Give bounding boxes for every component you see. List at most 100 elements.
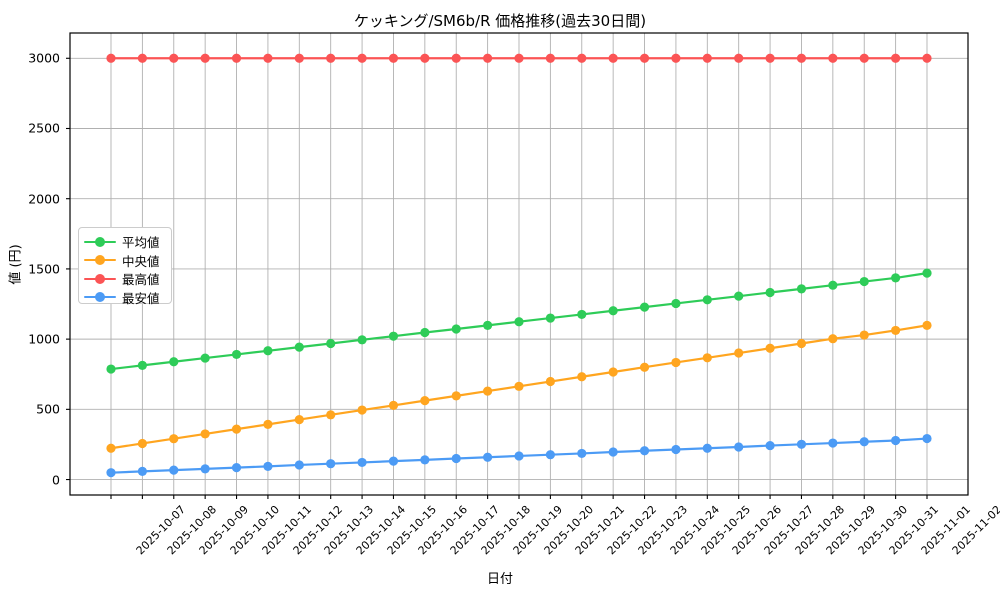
- data-point: [263, 53, 273, 63]
- y-axis-tick-label: 1500: [28, 261, 60, 277]
- data-point: [388, 400, 399, 411]
- series-最安値: [106, 433, 932, 478]
- data-point: [420, 327, 430, 338]
- legend-label: 最高値: [122, 272, 160, 287]
- legend-swatch-icon: [84, 236, 116, 248]
- data-point: [106, 53, 116, 63]
- data-point: [106, 443, 116, 453]
- data-point: [137, 360, 147, 370]
- legend-entry-最高値[interactable]: 最高値: [84, 269, 160, 288]
- data-point: [765, 440, 775, 451]
- data-point: [483, 386, 493, 396]
- data-point: [420, 396, 430, 406]
- data-point: [137, 466, 147, 477]
- data-point: [702, 353, 712, 363]
- data-point: [765, 53, 775, 63]
- data-point: [106, 364, 116, 374]
- data-point: [639, 362, 650, 372]
- data-point: [451, 391, 461, 401]
- data-point: [263, 461, 273, 471]
- data-point: [671, 53, 681, 63]
- data-point: [828, 280, 838, 290]
- data-point: [577, 53, 587, 63]
- y-axis-tick-label: 500: [36, 401, 60, 417]
- legend-marker-dot-icon: [95, 273, 105, 284]
- data-point: [231, 463, 242, 473]
- series-中央値: [106, 320, 932, 453]
- data-point: [200, 53, 210, 63]
- data-point: [796, 338, 807, 349]
- data-point: [765, 343, 775, 353]
- y-axis-tick-label: 0: [52, 472, 60, 488]
- data-point: [388, 456, 399, 466]
- legend-marker-dot-icon: [95, 255, 105, 265]
- data-point: [828, 334, 838, 344]
- data-point: [545, 53, 555, 63]
- data-point: [671, 444, 681, 455]
- data-point: [796, 284, 807, 294]
- data-point: [765, 287, 775, 298]
- legend-entry-中央値[interactable]: 中央値: [84, 251, 160, 270]
- data-point: [451, 324, 461, 334]
- legend-label: 中央値: [122, 253, 160, 269]
- data-point: [326, 53, 336, 63]
- data-point: [545, 313, 555, 323]
- data-point: [639, 53, 650, 63]
- data-point: [294, 414, 304, 425]
- data-point: [545, 376, 555, 387]
- legend-marker-dot-icon: [95, 292, 105, 302]
- data-series: [106, 53, 932, 478]
- data-point: [200, 464, 210, 474]
- data-point: [577, 309, 587, 320]
- data-point: [859, 330, 869, 340]
- data-point: [922, 53, 932, 63]
- data-point: [671, 357, 681, 368]
- grid-lines: [70, 33, 968, 495]
- data-point: [231, 53, 242, 63]
- data-point: [639, 302, 650, 312]
- data-point: [263, 346, 273, 356]
- data-point: [859, 437, 869, 447]
- data-point: [483, 452, 493, 462]
- data-point: [796, 53, 807, 63]
- data-point: [891, 53, 901, 63]
- axis-ticks: [66, 57, 928, 499]
- data-point: [451, 453, 461, 464]
- data-point: [734, 291, 744, 301]
- data-point: [169, 434, 179, 444]
- data-point: [891, 325, 901, 336]
- data-point: [326, 338, 336, 349]
- data-point: [294, 53, 304, 63]
- legend-entry-平均値[interactable]: 平均値: [84, 232, 160, 251]
- data-point: [734, 53, 744, 63]
- data-point: [922, 433, 932, 444]
- legend-entry-最安値[interactable]: 最安値: [84, 288, 160, 307]
- data-point: [420, 455, 430, 465]
- data-point: [357, 335, 367, 345]
- data-point: [922, 268, 932, 278]
- data-point: [294, 460, 304, 470]
- data-point: [577, 372, 587, 382]
- data-point: [357, 457, 367, 468]
- data-point: [263, 419, 273, 429]
- data-point: [200, 353, 210, 363]
- data-point: [702, 443, 712, 453]
- chart-legend: 平均値中央値最高値最安値: [78, 227, 172, 307]
- data-point: [671, 298, 681, 309]
- data-point: [734, 442, 744, 452]
- data-point: [420, 53, 430, 63]
- data-point: [702, 53, 712, 63]
- data-point: [169, 357, 179, 367]
- data-point: [200, 429, 210, 439]
- legend-swatch-icon: [84, 254, 116, 266]
- data-point: [828, 53, 838, 63]
- chart-title: ケッキング/SM6b/R 価格推移(過去30日間): [353, 12, 647, 30]
- data-point: [608, 367, 618, 377]
- data-point: [922, 320, 932, 330]
- data-point: [231, 424, 242, 434]
- data-point: [483, 320, 493, 330]
- data-point: [514, 381, 524, 391]
- legend-label: 最安値: [122, 290, 160, 306]
- series-平均値: [106, 268, 932, 374]
